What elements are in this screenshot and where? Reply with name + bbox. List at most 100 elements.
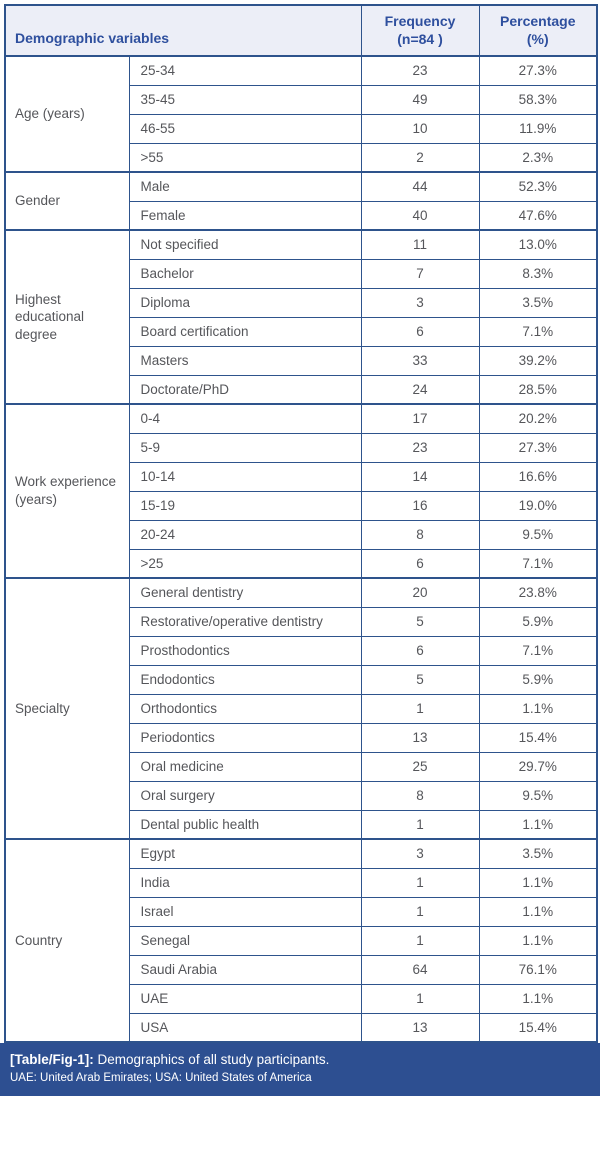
category-cell: 25-34 [128, 55, 362, 86]
frequency-cell: 11 [360, 229, 480, 260]
category-cell: Restorative/operative dentistry [128, 606, 362, 637]
table-row: 5-9 23 27.3% [5, 432, 598, 463]
percentage-cell: 8.3% [478, 258, 598, 289]
group-label-cell: Country [4, 838, 130, 1043]
percentage-cell: 3.5% [478, 287, 598, 318]
percentage-cell: 5.9% [478, 664, 598, 695]
category-cell: Doctorate/PhD [128, 374, 362, 405]
header-percentage-line1: Percentage [500, 13, 576, 29]
frequency-cell: 23 [360, 55, 480, 86]
category-cell: 15-19 [128, 490, 362, 521]
percentage-cell: 28.5% [478, 374, 598, 405]
percentage-cell: 1.1% [478, 809, 598, 840]
percentage-cell: 52.3% [478, 171, 598, 202]
percentage-cell: 7.1% [478, 548, 598, 579]
percentage-cell: 9.5% [478, 519, 598, 550]
table-row: Doctorate/PhD 24 28.5% [5, 374, 598, 405]
frequency-cell: 1 [360, 867, 480, 898]
table-row: UAE 1 1.1% [5, 983, 598, 1014]
category-cell: >55 [128, 142, 362, 173]
percentage-cell: 23.8% [478, 577, 598, 608]
percentage-cell: 1.1% [478, 983, 598, 1014]
category-cell: UAE [128, 983, 362, 1014]
table-row: 20-24 8 9.5% [5, 519, 598, 550]
category-cell: 35-45 [128, 84, 362, 115]
percentage-cell: 58.3% [478, 84, 598, 115]
table-row: Work experience (years) 0-4 17 20.2% [4, 403, 598, 579]
frequency-cell: 1 [360, 693, 480, 724]
group-label-cell: Highest educational degree [4, 229, 130, 405]
page: Demographic variables Frequency (n=84 ) … [0, 4, 600, 1159]
frequency-cell: 40 [360, 200, 480, 231]
table-row: Age (years) 25-34 23 27.3% [4, 55, 598, 173]
table-row: Board certification 6 7.1% [5, 316, 598, 347]
percentage-cell: 47.6% [478, 200, 598, 231]
percentage-cell: 13.0% [478, 229, 598, 260]
percentage-cell: 39.2% [478, 345, 598, 376]
category-cell: Endodontics [128, 664, 362, 695]
category-cell: 20-24 [128, 519, 362, 550]
frequency-cell: 44 [360, 171, 480, 202]
category-cell: Oral surgery [128, 780, 362, 811]
category-cell: Bachelor [128, 258, 362, 289]
percentage-cell: 5.9% [478, 606, 598, 637]
table-row: Masters 33 39.2% [5, 345, 598, 376]
frequency-cell: 25 [360, 751, 480, 782]
table-row: USA 13 15.4% [5, 1012, 598, 1043]
frequency-cell: 16 [360, 490, 480, 521]
frequency-cell: 3 [360, 838, 480, 869]
category-cell: Oral medicine [128, 751, 362, 782]
category-cell: Masters [128, 345, 362, 376]
frequency-cell: 13 [360, 722, 480, 753]
header-row: Demographic variables Frequency (n=84 ) … [4, 4, 598, 57]
frequency-cell: 5 [360, 664, 480, 695]
percentage-cell: 1.1% [478, 896, 598, 927]
group-label-cell: Age (years) [4, 55, 130, 173]
percentage-cell: 3.5% [478, 838, 598, 869]
frequency-cell: 17 [360, 403, 480, 434]
frequency-cell: 8 [360, 780, 480, 811]
frequency-cell: 6 [360, 316, 480, 347]
percentage-cell: 27.3% [478, 432, 598, 463]
percentage-cell: 1.1% [478, 925, 598, 956]
frequency-cell: 13 [360, 1012, 480, 1043]
table-row: >55 2 2.3% [5, 142, 598, 173]
caption-note: UAE: United Arab Emirates; USA: United S… [10, 1072, 312, 1085]
frequency-cell: 49 [360, 84, 480, 115]
category-cell: 10-14 [128, 461, 362, 492]
caption-text: Demographics of all study participants. [97, 1052, 330, 1067]
table-row: Israel 1 1.1% [5, 896, 598, 927]
category-cell: 0-4 [128, 403, 362, 434]
percentage-cell: 15.4% [478, 722, 598, 753]
table-row: 46-55 10 11.9% [5, 113, 598, 144]
category-cell: 5-9 [128, 432, 362, 463]
table-row: Specialty General dentistry 20 23.8% [4, 577, 598, 840]
frequency-cell: 1 [360, 983, 480, 1014]
frequency-cell: 1 [360, 809, 480, 840]
percentage-cell: 1.1% [478, 867, 598, 898]
frequency-cell: 6 [360, 548, 480, 579]
percentage-cell: 27.3% [478, 55, 598, 86]
category-cell: Prosthodontics [128, 635, 362, 666]
frequency-cell: 33 [360, 345, 480, 376]
frequency-cell: 10 [360, 113, 480, 144]
caption-label: [Table/Fig-1]: [10, 1052, 94, 1067]
percentage-cell: 15.4% [478, 1012, 598, 1043]
header-frequency-line1: Frequency [384, 13, 456, 29]
table-row: Country Egypt 3 3.5% [4, 838, 598, 1043]
frequency-cell: 1 [360, 896, 480, 927]
category-cell: Dental public health [128, 809, 362, 840]
table-row: 35-45 49 58.3% [5, 84, 598, 115]
percentage-cell: 2.3% [478, 142, 598, 173]
table-row: Restorative/operative dentistry 5 5.9% [5, 606, 598, 637]
percentage-cell: 29.7% [478, 751, 598, 782]
table-row: Diploma 3 3.5% [5, 287, 598, 318]
table-body: Age (years) 25-34 23 27.3% 35-45 49 58.3% 46-55… [4, 55, 598, 1043]
percentage-cell: 76.1% [478, 954, 598, 985]
category-cell: Egypt [128, 838, 362, 869]
category-cell: 46-55 [128, 113, 362, 144]
category-cell: Diploma [128, 287, 362, 318]
percentage-cell: 11.9% [478, 113, 598, 144]
caption-title-line: [Table/Fig-1]: Demographics of all study… [10, 1051, 590, 1069]
percentage-cell: 9.5% [478, 780, 598, 811]
